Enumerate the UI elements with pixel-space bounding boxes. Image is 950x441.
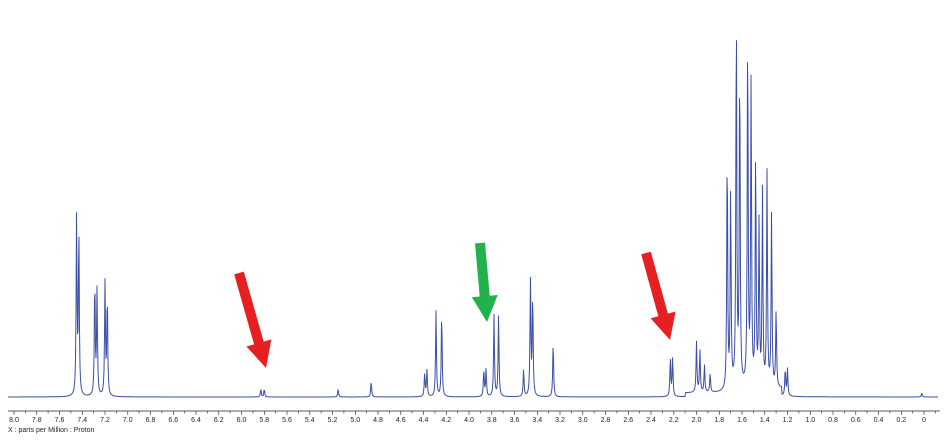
x-tick-label: 6.2 (214, 417, 224, 424)
x-tick-label: 5.4 (305, 417, 315, 424)
x-tick-label: 7.8 (32, 417, 42, 424)
x-tick-label: 0.8 (828, 417, 838, 424)
x-tick-label: 2.8 (601, 417, 611, 424)
x-tick-label: 5.8 (259, 417, 269, 424)
x-tick-label: 6.0 (237, 417, 247, 424)
x-tick-label: 4.6 (396, 417, 406, 424)
x-tick-label: 3.0 (578, 417, 588, 424)
x-tick-label: 7.4 (77, 417, 87, 424)
x-tick-label: 4.4 (419, 417, 429, 424)
x-axis-title: X : parts per Million : Proton (8, 427, 95, 434)
green-arrow-2 (471, 242, 498, 322)
x-tick-label: 1.2 (783, 417, 793, 424)
x-tick-label: 0.4 (874, 417, 884, 424)
x-tick-label: 1.4 (760, 417, 770, 424)
x-tick-label: 1.0 (805, 417, 815, 424)
x-tick-label: 4.0 (464, 417, 474, 424)
x-tick-label: 3.6 (510, 417, 520, 424)
x-tick-label: 3.2 (555, 417, 565, 424)
x-tick-label: 7.2 (100, 417, 110, 424)
x-tick-label: 2.2 (669, 417, 679, 424)
x-tick-label: 0.6 (851, 417, 861, 424)
x-tick-label: 6.8 (146, 417, 156, 424)
red-arrow-3 (641, 251, 676, 340)
x-tick-label: 0 (922, 417, 926, 424)
x-tick-label: 5.6 (282, 417, 292, 424)
x-tick-label: 0.2 (896, 417, 906, 424)
x-tick-label: 7.6 (55, 417, 65, 424)
spectrum-line (8, 40, 938, 398)
x-tick-label: 1.6 (737, 417, 747, 424)
x-tick-label: 2.0 (692, 417, 702, 424)
annotation-arrows (234, 242, 676, 368)
x-tick-label: 1.8 (714, 417, 724, 424)
x-tick-label: 5.0 (350, 417, 360, 424)
x-tick-label: 2.4 (646, 417, 656, 424)
x-tick-label: 2.6 (623, 417, 633, 424)
x-tick-label: 7.0 (123, 417, 133, 424)
red-arrow-1 (234, 271, 272, 368)
x-axis: 8.0 7.8 7.6 7.4 7.2 7.0 6.8 6.6 6.4 6.2 6.0 5.8 5.6 5… (8, 410, 940, 424)
x-tick-label: 8.0 (9, 417, 19, 424)
x-tick-label: 6.6 (168, 417, 178, 424)
x-tick-label: 3.8 (487, 417, 497, 424)
x-tick-label: 4.2 (441, 417, 451, 424)
x-tick-label: 4.8 (373, 417, 383, 424)
x-tick-label: 6.4 (191, 417, 201, 424)
x-tick-label: 5.2 (328, 417, 338, 424)
x-tick-label: 3.4 (532, 417, 542, 424)
spectrum-layer (8, 40, 938, 398)
